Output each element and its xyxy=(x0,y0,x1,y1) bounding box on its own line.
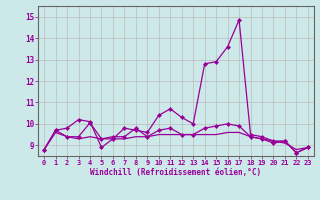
X-axis label: Windchill (Refroidissement éolien,°C): Windchill (Refroidissement éolien,°C) xyxy=(91,168,261,177)
